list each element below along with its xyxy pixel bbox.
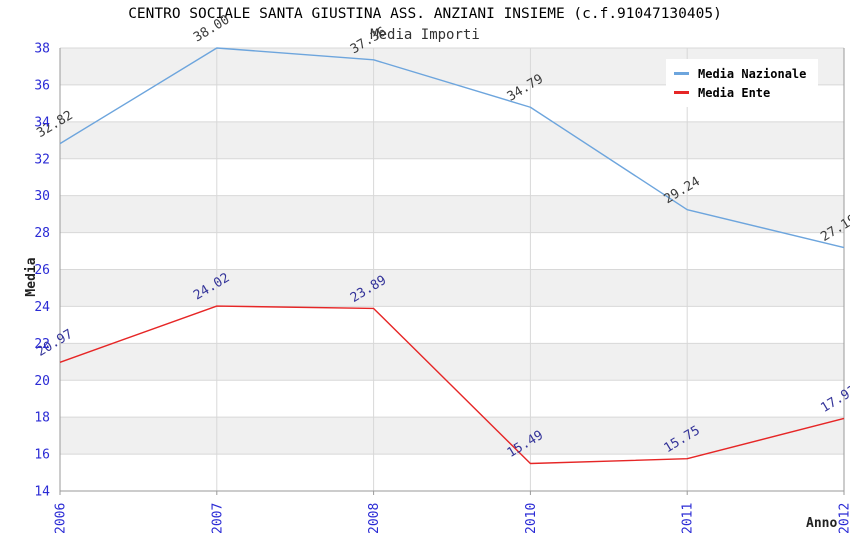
plot-band	[60, 417, 844, 455]
x-tick-label: 2007	[210, 503, 225, 534]
y-tick-label: 16	[34, 448, 50, 463]
plot-band	[60, 121, 844, 159]
chart-legend: Media Nazionale Media Ente	[666, 59, 818, 107]
x-tick-label: 2008	[367, 503, 382, 534]
y-axis-title: Media	[24, 257, 39, 297]
y-tick-label: 24	[34, 300, 50, 315]
series-line-media-nazionale	[59, 47, 845, 249]
chart-subtitle: Media Importi	[370, 27, 480, 43]
x-tick-label: 2010	[524, 503, 539, 534]
legend-label-media-nazionale: Media Nazionale	[698, 66, 807, 81]
legend-line-sample-media-ente	[674, 91, 689, 94]
plot-band	[60, 269, 844, 307]
x-axis-title: Anno	[806, 516, 838, 531]
y-tick-label: 14	[34, 485, 50, 500]
point-label-media-nazionale: 38.00	[191, 12, 232, 45]
y-tick-label: 38	[34, 42, 50, 57]
point-label-media-ente: 17.93	[818, 383, 850, 416]
legend-item-media-ente: Media Ente	[674, 83, 810, 102]
chart-title: CENTRO SOCIALE SANTA GIUSTINA ASS. ANZIA…	[128, 6, 722, 22]
y-tick-label: 20	[34, 374, 50, 389]
legend-item-media-nazionale: Media Nazionale	[674, 64, 810, 83]
y-tick-label: 28	[34, 226, 50, 241]
plot-band	[60, 195, 844, 233]
y-tick-label: 34	[34, 115, 50, 130]
x-tick-label: 2006	[54, 503, 69, 534]
legend-line-sample-media-nazionale	[674, 72, 689, 75]
y-tick-label: 18	[34, 411, 50, 426]
plot-band	[60, 343, 844, 381]
series-line-media-ente	[59, 305, 845, 465]
y-tick-label: 36	[34, 78, 50, 93]
y-tick-label: 30	[34, 189, 50, 204]
y-tick-label: 22	[34, 337, 50, 352]
legend-label-media-ente: Media Ente	[698, 85, 771, 100]
y-tick-label: 32	[34, 152, 50, 167]
y-tick-label: 26	[34, 263, 50, 278]
x-tick-label: 2011	[681, 503, 696, 534]
x-tick-label: 2012	[838, 503, 850, 534]
